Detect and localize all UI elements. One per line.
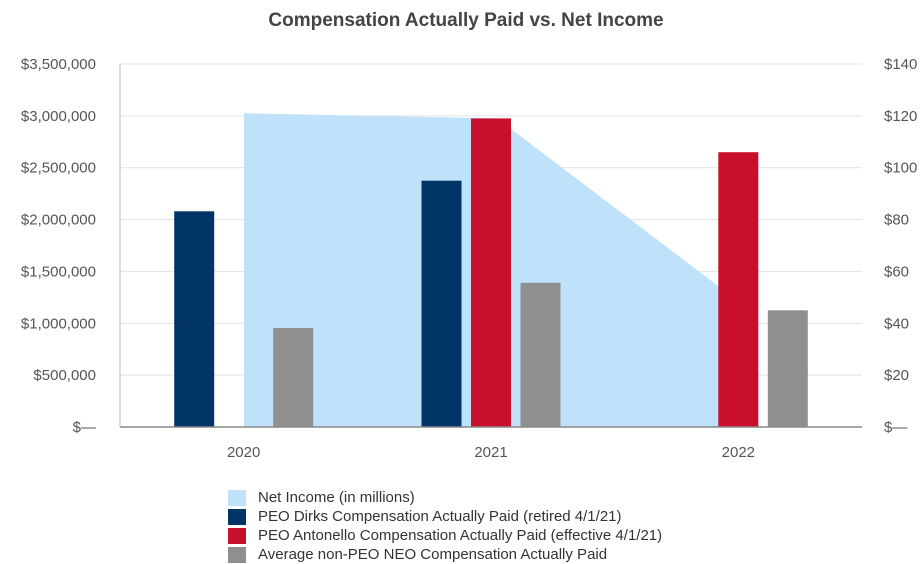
legend-swatch-dirks — [228, 508, 246, 525]
x-tick-label: 2022 — [722, 444, 755, 461]
x-axis-ticks: 2020 2021 2022 — [227, 444, 755, 461]
legend-item-net-income: Net Income (in millions) — [228, 488, 662, 507]
right-tick-label: $120 — [884, 108, 917, 125]
left-axis-ticks: $— $500,000 $1,000,000 $1,500,000 $2,000,000… — [21, 56, 96, 436]
legend-label-dirks: PEO Dirks Compensation Actually Paid (re… — [258, 508, 622, 525]
legend-label-antonello: PEO Antonello Compensation Actually Paid… — [258, 527, 663, 544]
left-tick-label: $1,500,000 — [21, 263, 96, 280]
legend-swatch-neo — [228, 546, 246, 563]
bar — [718, 152, 759, 427]
left-tick-label: $500,000 — [33, 367, 96, 384]
bar — [174, 211, 215, 427]
legend-swatch-net-income — [228, 489, 246, 506]
chart-title: Compensation Actually Paid vs. Net Incom… — [268, 10, 663, 31]
x-tick-label: 2021 — [474, 444, 507, 461]
right-tick-label: $— — [884, 419, 907, 436]
bar — [471, 118, 511, 428]
bar — [767, 310, 808, 427]
legend: Net Income (in millions) PEO Dirks Compe… — [228, 488, 662, 564]
bars — [174, 118, 808, 428]
right-tick-label: $20 — [884, 367, 909, 384]
right-axis-ticks: $— $20 $40 $60 $80 $100 $120 $140 — [884, 56, 917, 436]
bar — [421, 180, 462, 427]
legend-item-dirks: PEO Dirks Compensation Actually Paid (re… — [228, 507, 662, 526]
bar — [273, 328, 314, 427]
legend-item-antonello: PEO Antonello Compensation Actually Paid… — [228, 526, 662, 545]
legend-label-net-income: Net Income (in millions) — [258, 489, 415, 506]
left-tick-label: $3,500,000 — [21, 56, 96, 73]
x-tick-label: 2020 — [227, 444, 260, 461]
legend-item-neo: Average non-PEO NEO Compensation Actuall… — [228, 545, 662, 564]
legend-label-neo: Average non-PEO NEO Compensation Actuall… — [258, 546, 608, 563]
right-tick-label: $100 — [884, 160, 917, 177]
left-tick-label: $3,000,000 — [21, 108, 96, 125]
right-tick-label: $80 — [884, 212, 909, 229]
legend-swatch-antonello — [228, 527, 246, 544]
right-tick-label: $40 — [884, 315, 909, 332]
left-tick-label: $2,000,000 — [21, 212, 96, 229]
bar — [520, 282, 561, 427]
right-tick-label: $60 — [884, 263, 909, 280]
chart: Compensation Actually Paid vs. Net Incom… — [21, 10, 917, 461]
left-tick-label: $2,500,000 — [21, 160, 96, 177]
right-tick-label: $140 — [884, 56, 917, 73]
left-tick-label: $— — [73, 419, 96, 436]
left-tick-label: $1,000,000 — [21, 315, 96, 332]
